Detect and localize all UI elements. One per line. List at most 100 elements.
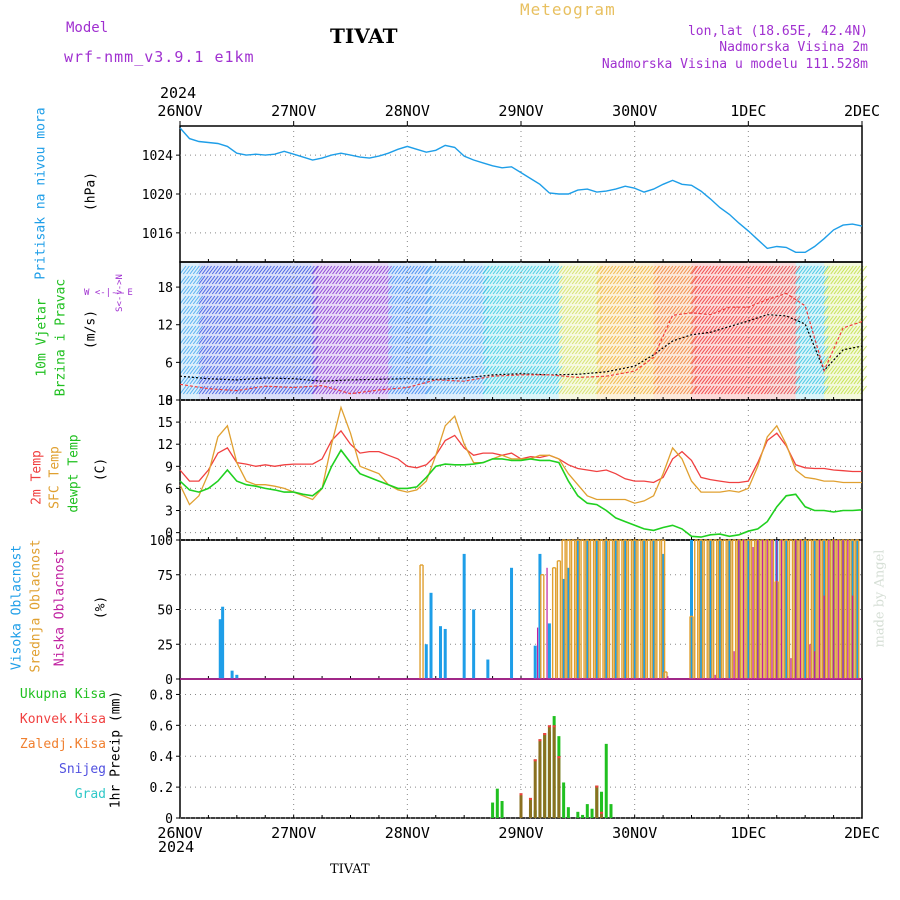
wind-barb (568, 335, 576, 345)
wind-barb (823, 295, 831, 305)
wind-barb (264, 375, 272, 385)
wind-barb (291, 295, 299, 305)
wind-barb (747, 385, 755, 395)
wind-barb (747, 355, 755, 365)
wind-barb (495, 325, 503, 335)
wind-barb (581, 285, 589, 295)
wind-barb (639, 285, 647, 295)
wind-barb (750, 305, 758, 315)
wind-barb (381, 345, 389, 355)
wind-barb (472, 345, 480, 355)
wind-barb (397, 305, 405, 315)
wind-barb (603, 365, 610, 375)
wind-barb (603, 385, 610, 395)
wind-barb (284, 365, 292, 375)
wind-barb (307, 385, 315, 395)
wind-barb (656, 275, 664, 285)
wind-barb (465, 315, 473, 325)
wind-barb (332, 265, 339, 275)
wind-barb (218, 265, 226, 275)
wind-barb (318, 355, 326, 365)
wind-barb (571, 285, 579, 295)
wind-barb (821, 355, 829, 365)
wind-barb (241, 285, 249, 295)
wind-barb (754, 295, 761, 305)
wind-barb (505, 365, 513, 375)
wind-barb (818, 275, 826, 285)
wind-barb (616, 365, 624, 375)
wind-barb (211, 375, 219, 385)
wind-barb (475, 375, 483, 385)
wind-barb (707, 285, 715, 295)
time-tick-bottom: 27NOV (271, 824, 316, 842)
wind-barb (840, 295, 848, 305)
wind-barb (499, 385, 507, 395)
precip-total-bar (590, 808, 594, 818)
wind-barb (394, 375, 402, 385)
wind-barb (472, 265, 480, 275)
wind-barb (502, 275, 510, 285)
wind-barb (348, 275, 356, 285)
wind-barb (361, 325, 369, 335)
wind-barb (304, 355, 312, 365)
wind-barb (281, 365, 289, 375)
wind-barb (522, 335, 530, 345)
wind-barb (391, 385, 399, 395)
wind-barb (603, 335, 610, 345)
wind-barb (532, 285, 540, 295)
wind-barb (730, 265, 738, 275)
wind-barb (315, 315, 323, 325)
wind-barb (482, 315, 490, 325)
wind-barb (720, 295, 728, 305)
wind-barb (274, 305, 282, 315)
wind-barb (853, 375, 861, 385)
wind-barb (525, 265, 533, 275)
wind-barb (332, 375, 339, 385)
wind-barb (472, 375, 480, 385)
wind-barb (619, 345, 627, 355)
wind-barb (215, 355, 222, 365)
wind-barb (397, 365, 405, 375)
wind-barb (666, 295, 674, 305)
wind-barb (707, 315, 715, 325)
wind-barb (499, 375, 507, 385)
wind-barb (626, 375, 634, 385)
wind-barb (783, 335, 791, 345)
wind-barb (358, 345, 366, 355)
wind-barb (737, 365, 745, 375)
wind-barb (770, 365, 777, 375)
wind-barb (676, 315, 684, 325)
wind-barb (780, 345, 787, 355)
wind-barb (391, 295, 399, 305)
wind-barb (568, 365, 576, 375)
wind-barb (468, 365, 476, 375)
wind-barb (529, 295, 536, 305)
wind-barb (345, 265, 353, 275)
wind-barb (754, 335, 761, 345)
wind-barb (391, 315, 399, 325)
wind-barb (549, 335, 556, 345)
wind-barb (840, 335, 848, 345)
wind-barb (830, 285, 838, 295)
wind-barb (691, 295, 698, 305)
wind-barb (612, 265, 620, 275)
wind-barb (394, 365, 402, 375)
wind-barb (378, 285, 386, 295)
wind-barb (770, 355, 777, 365)
wind-barb (449, 375, 456, 385)
wind-barb (529, 285, 536, 295)
wind-barb (254, 375, 262, 385)
wind-barb (773, 385, 781, 395)
wind-barb (338, 355, 346, 365)
wind-barb (549, 385, 556, 395)
wind-barb (818, 265, 826, 275)
wind-barb (686, 335, 694, 345)
wind-barb (192, 365, 200, 375)
wind-barb (843, 355, 851, 365)
wind-barb (619, 385, 627, 395)
wind-barb (442, 365, 450, 375)
wind-barb (815, 285, 822, 295)
wind-barb (850, 305, 858, 315)
wind-barb (442, 285, 450, 295)
wind-barb (626, 385, 634, 395)
